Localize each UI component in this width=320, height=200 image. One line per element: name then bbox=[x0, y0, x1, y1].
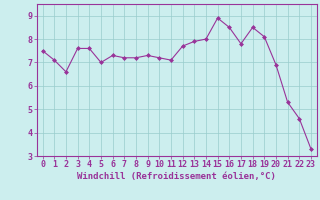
X-axis label: Windchill (Refroidissement éolien,°C): Windchill (Refroidissement éolien,°C) bbox=[77, 172, 276, 181]
